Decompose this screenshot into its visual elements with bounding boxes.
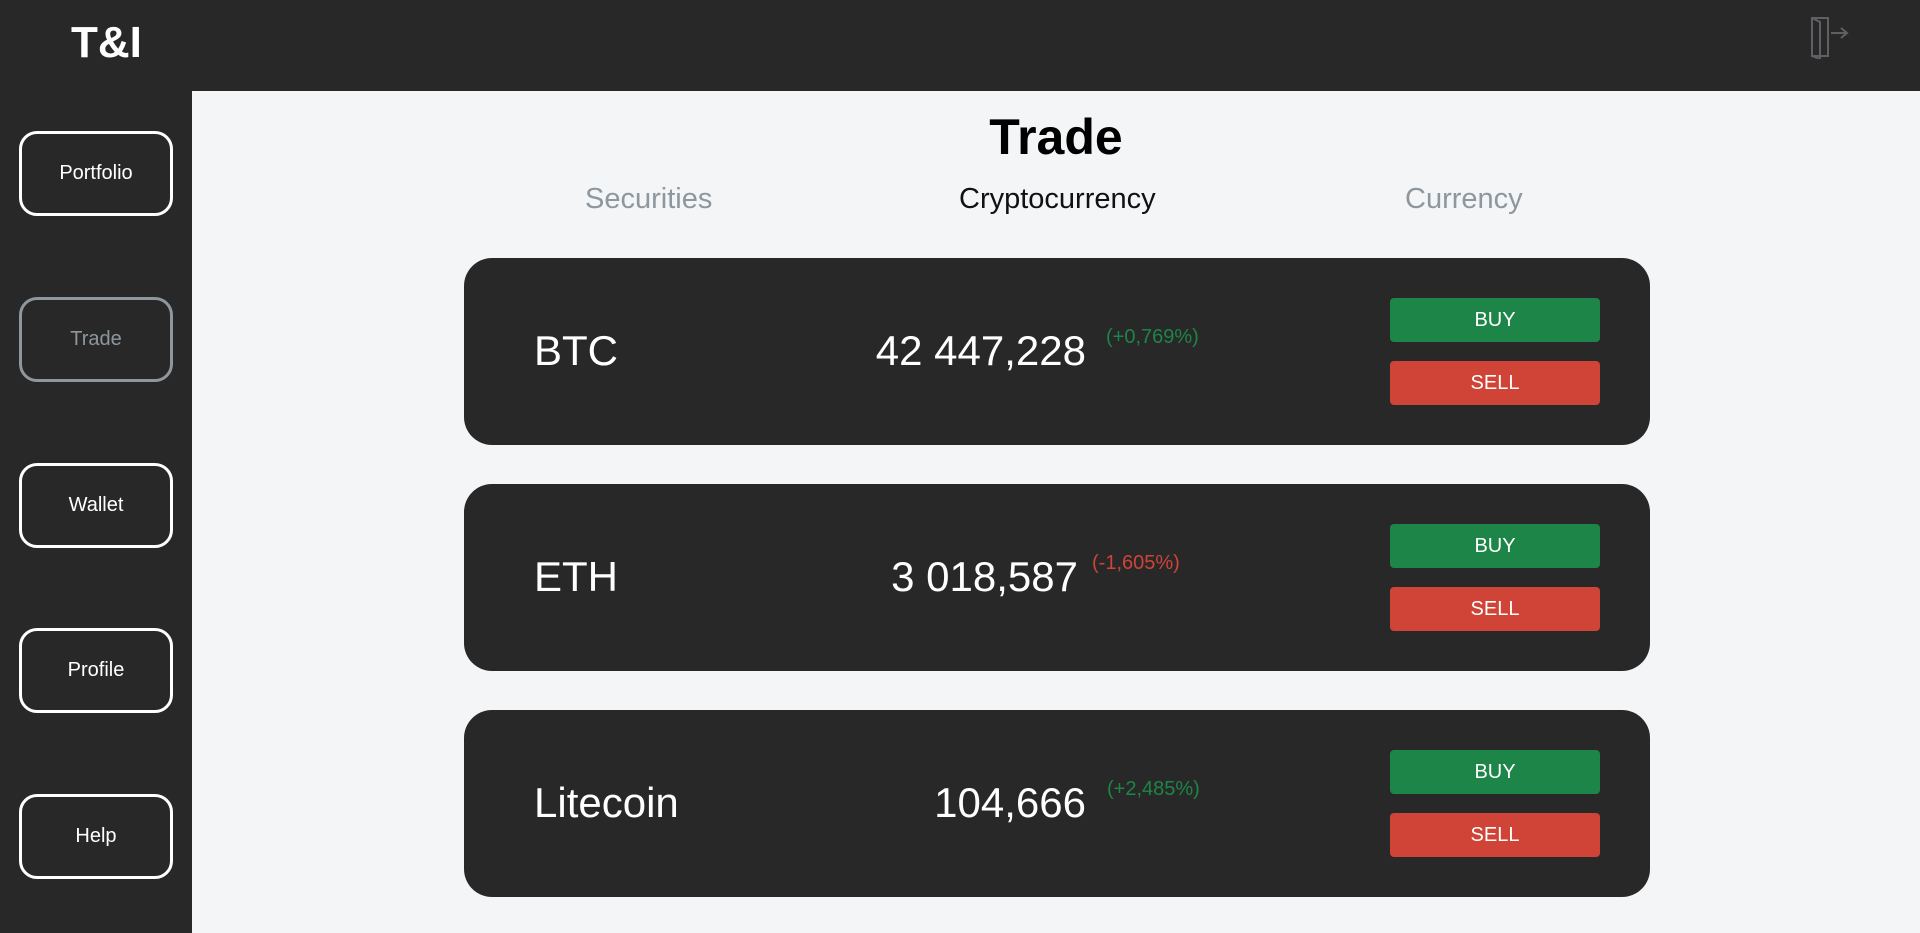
sidebar-item-profile[interactable]: Profile xyxy=(19,628,173,713)
tab-currency[interactable]: Currency xyxy=(1405,183,1523,215)
sell-button[interactable]: SELL xyxy=(1390,813,1600,857)
buy-button[interactable]: BUY xyxy=(1390,298,1600,342)
asset-change: (+2,485%) xyxy=(1107,778,1200,800)
asset-name: ETH xyxy=(534,553,618,600)
sell-button[interactable]: SELL xyxy=(1390,587,1600,631)
asset-price: 104,666 xyxy=(934,779,1086,826)
logout-icon[interactable] xyxy=(1808,15,1852,61)
asset-name: Litecoin xyxy=(534,779,679,826)
buy-button[interactable]: BUY xyxy=(1390,750,1600,794)
asset-card-litecoin: Litecoin 104,666 (+2,485%) BUY SELL xyxy=(464,710,1650,897)
sidebar-item-portfolio[interactable]: Portfolio xyxy=(19,131,173,216)
asset-name: BTC xyxy=(534,327,618,374)
asset-price: 42 447,228 xyxy=(875,327,1086,374)
sell-button[interactable]: SELL xyxy=(1390,361,1600,405)
tab-cryptocurrency[interactable]: Cryptocurrency xyxy=(959,183,1156,215)
asset-change: (-1,605%) xyxy=(1092,552,1180,574)
app-logo: T&I xyxy=(71,18,142,67)
main-content: Trade Securities Cryptocurrency Currency… xyxy=(192,91,1920,933)
sidebar: Portfolio Trade Wallet Profile Help xyxy=(0,91,192,933)
sidebar-item-wallet[interactable]: Wallet xyxy=(19,463,173,548)
asset-card-eth: ETH 3 018,587 (-1,605%) BUY SELL xyxy=(464,484,1650,671)
asset-price: 3 018,587 xyxy=(891,553,1078,600)
tab-securities[interactable]: Securities xyxy=(585,183,713,215)
asset-change: (+0,769%) xyxy=(1106,326,1199,348)
asset-card-btc: BTC 42 447,228 (+0,769%) BUY SELL xyxy=(464,258,1650,445)
sidebar-item-trade[interactable]: Trade xyxy=(19,297,173,382)
buy-button[interactable]: BUY xyxy=(1390,524,1600,568)
sidebar-item-help[interactable]: Help xyxy=(19,794,173,879)
top-bar: T&I xyxy=(0,0,1920,91)
page-title: Trade xyxy=(989,109,1123,165)
